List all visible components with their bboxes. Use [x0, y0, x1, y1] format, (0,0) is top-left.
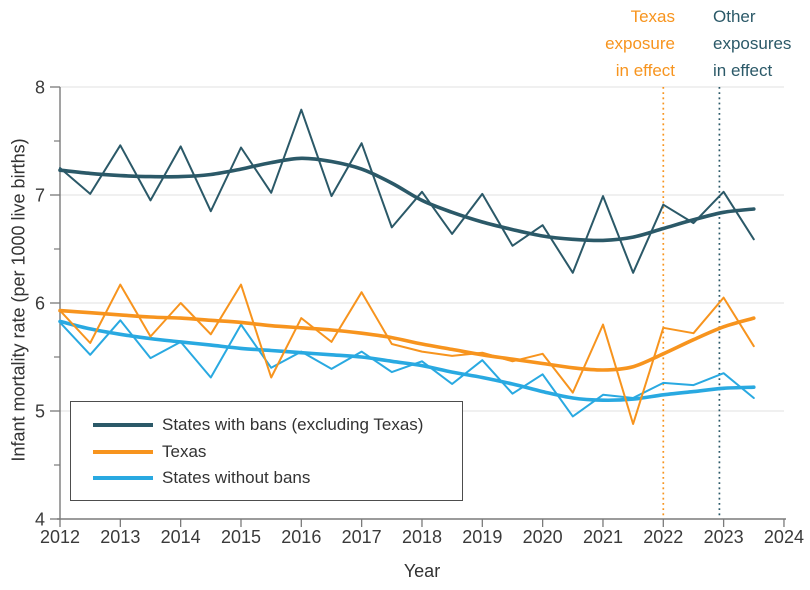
texas-raw-line — [59, 283, 755, 425]
states-without-bans-trend-line — [58, 319, 756, 403]
x-tick-label-2017: 2017 — [342, 527, 382, 547]
x-tick-label-2022: 2022 — [643, 527, 683, 547]
x-tick-label-2020: 2020 — [523, 527, 563, 547]
legend-row-states-with-bans: States with bans (excluding Texas) — [93, 412, 462, 439]
legend-label-texas: Texas — [162, 441, 207, 461]
legend: States with bans (excluding Texas) Texas… — [70, 401, 463, 501]
legend-swatch-texas — [93, 449, 153, 454]
y-axis-title: Infant mortality rate (per 1000 live bir… — [8, 138, 29, 462]
x-tick-label-2016: 2016 — [281, 527, 321, 547]
y-tick-label-4: 4 — [35, 509, 45, 529]
legend-swatch-states-without-bans — [93, 476, 153, 481]
states-without-bans-raw-line — [59, 319, 755, 418]
states-with-bans-raw-line — [59, 108, 755, 274]
x-tick-label-2018: 2018 — [402, 527, 442, 547]
states-with-bans-trend-line — [58, 156, 756, 243]
legend-label-states-with-bans: States with bans (excluding Texas) — [162, 415, 424, 435]
legend-row-states-without-bans: States without bans — [93, 465, 462, 492]
x-tick-label-2015: 2015 — [221, 527, 261, 547]
texas-trend-line — [58, 308, 756, 372]
x-axis-title: Year — [403, 561, 441, 581]
x-tick-label-2014: 2014 — [161, 527, 201, 547]
x-tick-label-2013: 2013 — [100, 527, 140, 547]
x-tick-label-2024: 2024 — [764, 527, 804, 547]
y-tick-label-6: 6 — [35, 293, 45, 313]
legend-row-texas: Texas — [93, 439, 462, 466]
x-tick-label-2023: 2023 — [704, 527, 744, 547]
texas-exposure-annotation: Texas exposure in effect — [605, 7, 675, 80]
x-tick-label-2012: 2012 — [40, 527, 80, 547]
legend-swatch-states-with-bans — [93, 423, 153, 428]
y-tick-label-5: 5 — [35, 401, 45, 421]
y-tick-label-8: 8 — [35, 77, 45, 97]
legend-label-states-without-bans: States without bans — [162, 468, 311, 488]
y-tick-label-7: 7 — [35, 185, 45, 205]
other-exposures-annotation: Other exposures in effect — [713, 7, 792, 80]
x-tick-label-2019: 2019 — [462, 527, 502, 547]
x-tick-label-2021: 2021 — [583, 527, 623, 547]
